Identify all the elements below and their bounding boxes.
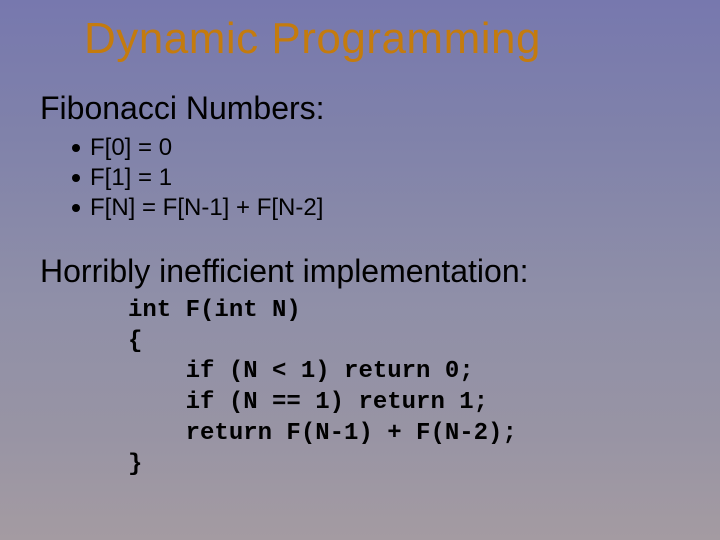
slide: Dynamic Programming Fibonacci Numbers: F… [0, 0, 720, 540]
section-heading-fibonacci: Fibonacci Numbers: [40, 90, 690, 127]
list-item: F[0] = 0 [72, 133, 690, 163]
slide-title: Dynamic Programming [84, 14, 690, 64]
bullet-dot-icon [72, 144, 80, 152]
bullet-text: F[1] = 1 [90, 163, 172, 193]
code-line: if (N == 1) return 1; [128, 389, 488, 416]
list-item: F[1] = 1 [72, 163, 690, 193]
section-heading-implementation: Horribly inefficient implementation: [40, 253, 690, 290]
code-line: int F(int N) [128, 297, 301, 324]
code-line: { [128, 328, 142, 355]
bullet-text: F[0] = 0 [90, 133, 172, 163]
bullet-text: F[N] = F[N-1] + F[N-2] [90, 193, 323, 223]
bullet-dot-icon [72, 174, 80, 182]
bullet-dot-icon [72, 204, 80, 212]
code-line: return F(N-1) + F(N-2); [128, 420, 517, 447]
bullet-list: F[0] = 0 F[1] = 1 F[N] = F[N-1] + F[N-2] [72, 133, 690, 223]
code-line: if (N < 1) return 0; [128, 358, 474, 385]
code-block: int F(int N) { if (N < 1) return 0; if (… [128, 296, 690, 480]
code-line: } [128, 451, 142, 478]
list-item: F[N] = F[N-1] + F[N-2] [72, 193, 690, 223]
